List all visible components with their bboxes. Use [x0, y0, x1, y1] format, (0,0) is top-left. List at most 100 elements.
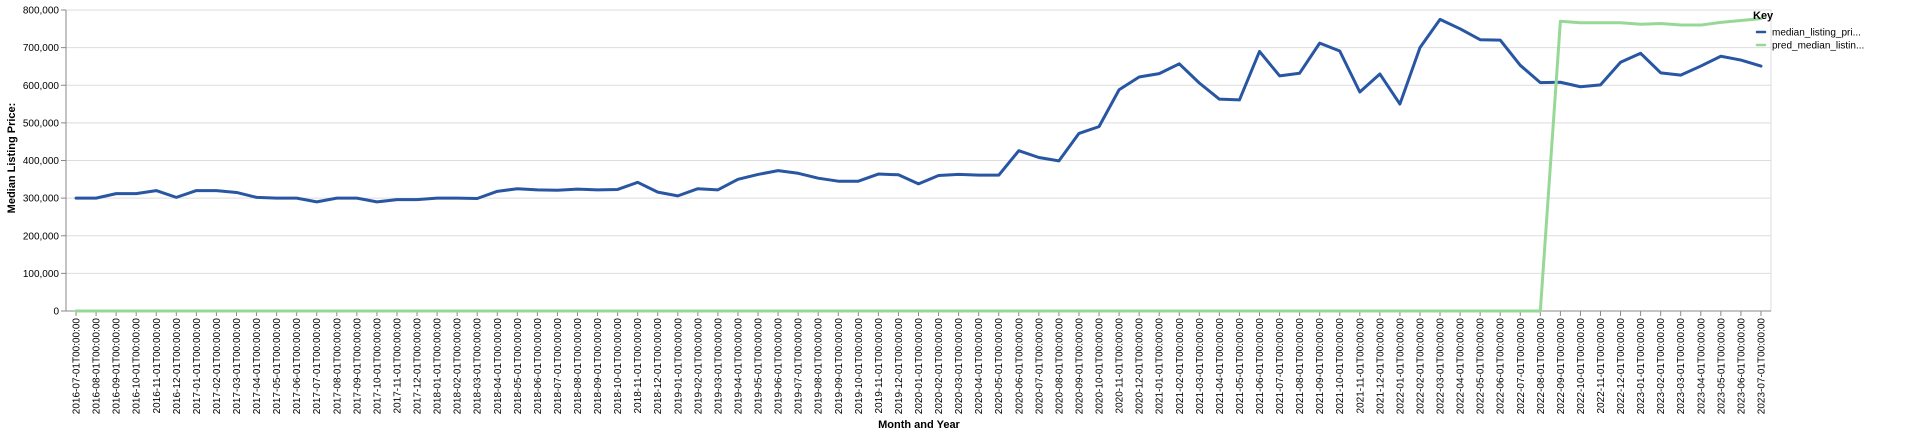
x-tick-label: 2018-01-01T00:00:00 [433, 318, 444, 415]
x-tick-label: 2022-01-01T00:00:00 [1395, 318, 1406, 415]
x-tick-label: 2018-09-01T00:00:00 [593, 318, 604, 415]
x-tick-label: 2023-02-01T00:00:00 [1656, 318, 1667, 415]
x-tick-label: 2018-07-01T00:00:00 [553, 318, 564, 415]
series-line-1 [74, 17, 1763, 204]
x-tick-label: 2020-04-01T00:00:00 [974, 318, 985, 415]
x-tick-label: 2017-09-01T00:00:00 [352, 318, 363, 415]
x-tick-label: 2017-06-01T00:00:00 [292, 318, 303, 415]
y-tick-label: 200,000 [23, 231, 60, 242]
x-axis-title: Month and Year [878, 419, 960, 431]
x-tick-label: 2023-03-01T00:00:00 [1676, 318, 1687, 415]
x-tick-label: 2017-02-01T00:00:00 [212, 318, 223, 415]
x-tick-label: 2016-11-01T00:00:00 [152, 318, 163, 414]
x-tick-label: 2019-08-01T00:00:00 [814, 318, 825, 415]
x-tick-label: 2021-07-01T00:00:00 [1275, 318, 1286, 415]
x-tick-label: 2022-02-01T00:00:00 [1415, 318, 1426, 415]
x-tick-label: 2021-02-01T00:00:00 [1175, 318, 1186, 415]
legend-label: pred_median_listin... [1772, 41, 1864, 52]
x-tick-label: 2022-12-01T00:00:00 [1616, 318, 1627, 415]
x-tick-label: 2017-07-01T00:00:00 [312, 318, 323, 415]
x-tick-label: 2023-01-01T00:00:00 [1636, 318, 1647, 415]
x-tick-label: 2019-03-01T00:00:00 [713, 318, 724, 415]
x-tick-label: 2022-11-01T00:00:00 [1596, 318, 1607, 414]
x-tick-label: 2021-11-01T00:00:00 [1355, 318, 1366, 414]
legend: Key median_listing_pri... pred_median_lis… [1753, 10, 1864, 52]
x-tick-label: 2020-01-01T00:00:00 [914, 318, 925, 415]
x-tick-label: 2016-10-01T00:00:00 [132, 318, 143, 415]
x-tick-label: 2021-09-01T00:00:00 [1315, 318, 1326, 415]
y-axis-title: Median Listing Price: [6, 103, 18, 214]
x-tick-label: 2018-02-01T00:00:00 [453, 318, 464, 415]
y-tick-label: 600,000 [23, 81, 60, 92]
x-tick-label: 2020-11-01T00:00:00 [1115, 318, 1126, 414]
x-tick-label: 2017-04-01T00:00:00 [252, 318, 263, 415]
x-tick-label: 2021-12-01T00:00:00 [1375, 318, 1386, 415]
x-tick-label: 2021-03-01T00:00:00 [1195, 318, 1206, 415]
x-tick-label: 2018-10-01T00:00:00 [613, 318, 624, 415]
x-tick-label: 2022-09-01T00:00:00 [1556, 318, 1567, 415]
x-tick-label: 2023-04-01T00:00:00 [1696, 318, 1707, 415]
x-tick-label: 2019-07-01T00:00:00 [794, 318, 805, 415]
x-tick-label: 2016-07-01T00:00:00 [72, 318, 83, 415]
x-tick-label: 2019-10-01T00:00:00 [854, 318, 865, 415]
x-tick-label: 2018-06-01T00:00:00 [533, 318, 544, 415]
x-tick-label: 2016-08-01T00:00:00 [92, 318, 103, 415]
x-tick-label: 2020-03-01T00:00:00 [954, 318, 965, 415]
x-tick-label: 2020-12-01T00:00:00 [1135, 318, 1146, 415]
y-tick-label: 0 [53, 307, 59, 318]
x-tick-label: 2019-12-01T00:00:00 [894, 318, 905, 415]
legend-label: median_listing_pri... [1772, 28, 1861, 39]
x-tick-label: 2020-10-01T00:00:00 [1095, 318, 1106, 415]
y-tick-label: 100,000 [23, 269, 60, 280]
x-tick-label: 2021-01-01T00:00:00 [1155, 318, 1166, 415]
series-lines [74, 17, 1763, 313]
x-tick-label: 2019-05-01T00:00:00 [754, 318, 765, 415]
x-tick-label: 2023-06-01T00:00:00 [1736, 318, 1747, 415]
legend-title: Key [1753, 10, 1774, 22]
y-tick-label: 800,000 [23, 6, 60, 17]
x-tick-label: 2018-04-01T00:00:00 [493, 318, 504, 415]
x-tick-label: 2019-09-01T00:00:00 [834, 318, 845, 415]
x-tick-label: 2018-08-01T00:00:00 [573, 318, 584, 415]
x-tick-label: 2021-06-01T00:00:00 [1255, 318, 1266, 415]
x-tick-label: 2018-11-01T00:00:00 [633, 318, 644, 414]
x-tick-label: 2022-04-01T00:00:00 [1456, 318, 1467, 415]
x-tick-label: 2019-01-01T00:00:00 [673, 318, 684, 415]
x-tick-label: 2021-05-01T00:00:00 [1235, 318, 1246, 415]
x-tick-label: 2017-11-01T00:00:00 [392, 318, 403, 414]
y-tick-label: 400,000 [23, 156, 60, 167]
x-tick-label: 2019-11-01T00:00:00 [874, 318, 885, 414]
x-tick-label: 2022-03-01T00:00:00 [1436, 318, 1447, 415]
y-tick-label: 700,000 [23, 43, 60, 54]
x-tick-label: 2017-03-01T00:00:00 [232, 318, 243, 415]
x-tick-label: 2018-05-01T00:00:00 [513, 318, 524, 415]
grid-lines [65, 9, 1772, 312]
x-tick-label: 2022-06-01T00:00:00 [1496, 318, 1507, 415]
x-tick-label: 2018-03-01T00:00:00 [473, 318, 484, 415]
x-tick-label: 2020-08-01T00:00:00 [1054, 318, 1065, 415]
x-tick-label: 2022-07-01T00:00:00 [1516, 318, 1527, 415]
x-tick-label: 2016-09-01T00:00:00 [112, 318, 123, 415]
x-tick-label: 2020-09-01T00:00:00 [1074, 318, 1085, 415]
x-tick-label: 2018-12-01T00:00:00 [653, 318, 664, 415]
x-tick-label: 2022-08-01T00:00:00 [1536, 318, 1547, 415]
y-tick-label: 500,000 [23, 118, 60, 129]
x-tick-label: 2019-04-01T00:00:00 [733, 318, 744, 415]
x-tick-label: 2017-05-01T00:00:00 [272, 318, 283, 415]
x-tick-label: 2021-10-01T00:00:00 [1335, 318, 1346, 415]
x-tick-label: 2022-10-01T00:00:00 [1576, 318, 1587, 415]
y-axis: 0 100,000 200,000 300,000 400,000 500,000 600,… [23, 6, 67, 318]
x-tick-label: 2016-12-01T00:00:00 [172, 318, 183, 415]
x-tick-label: 2019-06-01T00:00:00 [774, 318, 785, 415]
x-tick-label: 2020-07-01T00:00:00 [1034, 318, 1045, 415]
x-tick-label: 2023-07-01T00:00:00 [1756, 318, 1767, 415]
y-tick-label: 300,000 [23, 194, 60, 205]
series-line-2 [74, 17, 1763, 313]
x-tick-label: 2023-05-01T00:00:00 [1716, 318, 1727, 415]
x-tick-label: 2022-05-01T00:00:00 [1476, 318, 1487, 415]
x-tick-label: 2017-01-01T00:00:00 [192, 318, 203, 415]
x-tick-label: 2020-05-01T00:00:00 [994, 318, 1005, 415]
x-tick-label: 2017-10-01T00:00:00 [372, 318, 383, 415]
x-tick-label: 2021-08-01T00:00:00 [1295, 318, 1306, 415]
